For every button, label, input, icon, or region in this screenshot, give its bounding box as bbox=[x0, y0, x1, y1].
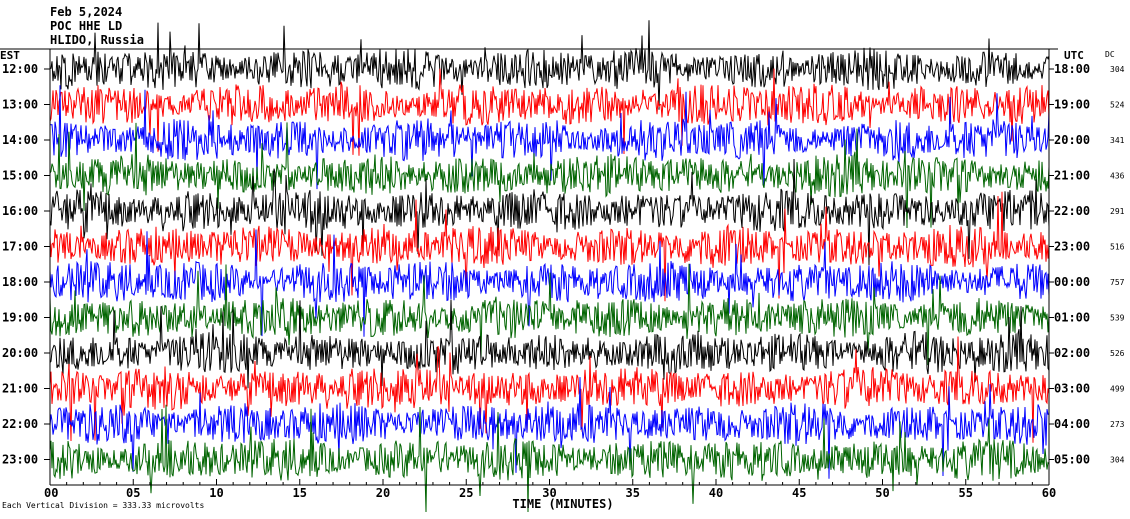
dc-offset-value: 499 bbox=[1110, 385, 1125, 394]
x-tick-label-60: 60 bbox=[1042, 486, 1056, 500]
record-date: Feb 5,2024 bbox=[50, 5, 123, 19]
est-hour-label: 12:00 bbox=[2, 62, 38, 76]
trace-line-22:00 bbox=[49, 377, 1049, 479]
utc-hour-label: 23:00 bbox=[1054, 240, 1090, 254]
trace-line-23:00 bbox=[49, 404, 1050, 513]
est-hour-label: 16:00 bbox=[2, 204, 38, 218]
station-location: HLIDO, Russia bbox=[50, 33, 144, 47]
utc-hour-label: 04:00 bbox=[1054, 417, 1090, 431]
dc-offset-value: 291 bbox=[1110, 207, 1125, 216]
x-tick-label-25: 25 bbox=[459, 486, 473, 500]
trace-line-20:00 bbox=[49, 299, 1050, 389]
trace-group bbox=[49, 20, 1050, 513]
est-hour-label: 13:00 bbox=[2, 98, 38, 112]
trace-line-15:00 bbox=[49, 122, 1050, 229]
est-hour-label: 15:00 bbox=[2, 169, 38, 183]
trace-line-19:00 bbox=[49, 263, 1050, 366]
utc-hour-label: 20:00 bbox=[1054, 133, 1090, 147]
trace-line-21:00 bbox=[49, 336, 1050, 443]
scale-footnote: Each Vertical Division = 333.33 microvol… bbox=[2, 501, 205, 510]
trace-line-12:00 bbox=[49, 20, 1050, 110]
dc-offset-value: 524 bbox=[1110, 101, 1125, 110]
x-tick-label-40: 40 bbox=[709, 486, 723, 500]
est-hour-label: 22:00 bbox=[2, 417, 38, 431]
dc-offset-value: 516 bbox=[1110, 243, 1125, 252]
est-hour-label: 23:00 bbox=[2, 453, 38, 467]
trace-line-16:00 bbox=[49, 158, 1050, 266]
utc-hour-label: 22:00 bbox=[1054, 204, 1090, 218]
dc-offset-value: 304 bbox=[1110, 65, 1125, 74]
x-tick-label-35: 35 bbox=[626, 486, 640, 500]
est-hour-label: 21:00 bbox=[2, 382, 38, 396]
left-timezone-label: EST bbox=[0, 49, 20, 62]
row-labels: 12:00 18:00 304 13:00 19:00 524 14:00 20:00 341 1… bbox=[2, 62, 1125, 467]
dc-offset-value: 539 bbox=[1110, 314, 1125, 323]
right-timezone-label: UTC bbox=[1064, 49, 1084, 62]
utc-hour-label: 19:00 bbox=[1054, 98, 1090, 112]
utc-hour-label: 05:00 bbox=[1054, 453, 1090, 467]
x-tick-label-05: 05 bbox=[126, 486, 140, 500]
x-tick-label-45: 45 bbox=[792, 486, 806, 500]
dc-offset-value: 436 bbox=[1110, 172, 1125, 181]
est-hour-label: 19:00 bbox=[2, 311, 38, 325]
x-tick-label-20: 20 bbox=[376, 486, 390, 500]
station-channel: POC HHE LD bbox=[50, 19, 123, 33]
est-hour-label: 14:00 bbox=[2, 133, 38, 147]
x-tick-label-10: 10 bbox=[209, 486, 223, 500]
dc-offset-value: 526 bbox=[1110, 349, 1125, 358]
trace-line-17:00 bbox=[49, 191, 1050, 302]
est-hour-label: 17:00 bbox=[2, 240, 38, 254]
x-axis-title: TIME (MINUTES) bbox=[512, 497, 613, 511]
dc-offset-value: 341 bbox=[1110, 136, 1125, 145]
x-axis: 00 05 10 15 20 25 30 35 40 45 50 55 60 TIME (MINUTES) bbox=[44, 479, 1056, 511]
trace-line-13:00 bbox=[49, 68, 1050, 156]
trace-line-14:00 bbox=[49, 85, 1050, 190]
dc-offset-value: 273 bbox=[1110, 420, 1125, 429]
utc-hour-label: 00:00 bbox=[1054, 275, 1090, 289]
dc-offset-header: DC bbox=[1105, 50, 1115, 59]
est-hour-label: 20:00 bbox=[2, 346, 38, 360]
est-hour-label: 18:00 bbox=[2, 275, 38, 289]
utc-hour-label: 01:00 bbox=[1054, 311, 1090, 325]
x-tick-label-55: 55 bbox=[959, 486, 973, 500]
x-tick-label-00: 00 bbox=[44, 486, 58, 500]
x-tick-label-50: 50 bbox=[875, 486, 889, 500]
utc-hour-label: 03:00 bbox=[1054, 382, 1090, 396]
x-tick-label-15: 15 bbox=[293, 486, 307, 500]
utc-hour-label: 18:00 bbox=[1054, 62, 1090, 76]
utc-hour-label: 21:00 bbox=[1054, 169, 1090, 183]
dc-offset-value: 757 bbox=[1110, 278, 1125, 287]
plot-frame bbox=[0, 48, 1058, 485]
x-tick-label-30: 30 bbox=[542, 486, 556, 500]
utc-hour-label: 02:00 bbox=[1054, 346, 1090, 360]
dc-offset-value: 304 bbox=[1110, 456, 1125, 465]
